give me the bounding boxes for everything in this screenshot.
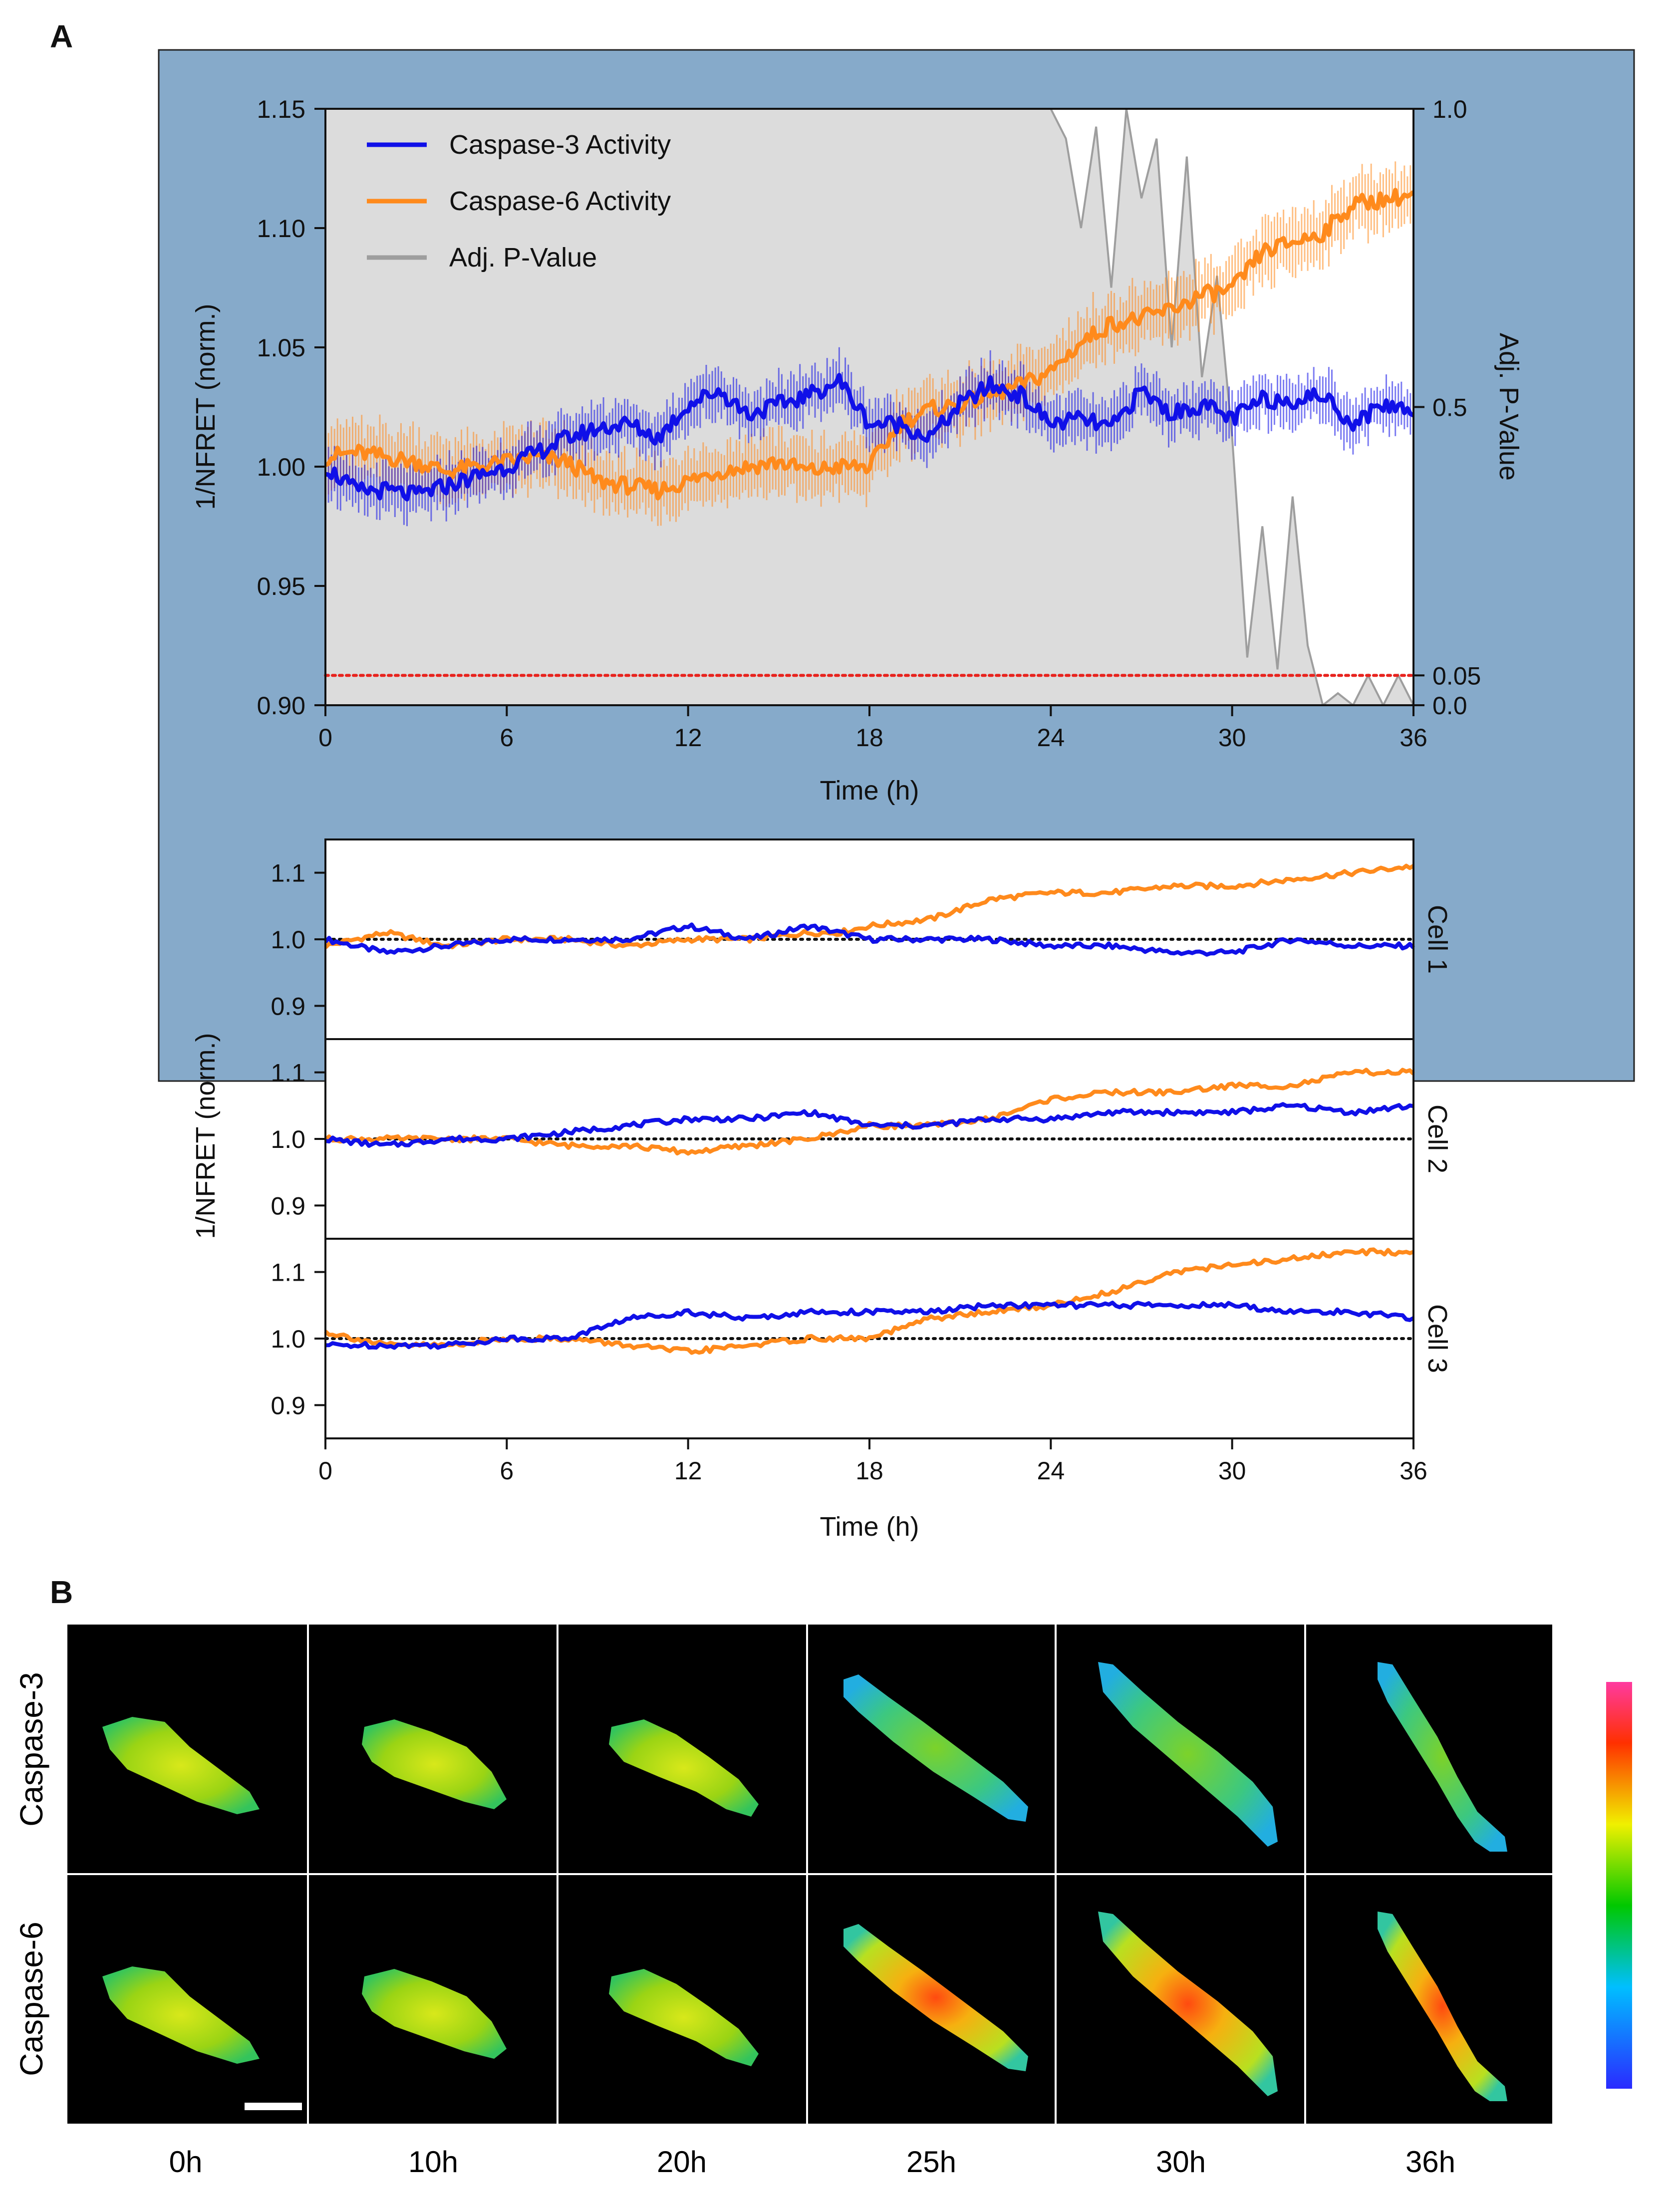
cell-image xyxy=(1098,1662,1278,1847)
main-x-axis: 0 6 12 18 24 30 36 xyxy=(318,705,1427,752)
cell-subplot: 0.9 1.0 1.1 Cell 3 xyxy=(271,1238,1452,1439)
cells-y-axis-title: 1/NFRET (norm.) xyxy=(191,1033,221,1239)
cell-image xyxy=(362,1719,507,1809)
x-tick-label: 18 xyxy=(855,1457,883,1485)
scale-bar xyxy=(245,2103,302,2110)
x-tick-label: 12 xyxy=(674,724,702,752)
x-tick-label: 36 xyxy=(1400,1457,1427,1485)
cell-image xyxy=(843,1674,1028,1822)
caspase3-cell-images xyxy=(102,1662,1507,1852)
y-tick-label: 0.9 xyxy=(271,1391,305,1419)
colorbar-high-label: High xyxy=(1586,1634,1654,1670)
main-y2-axis: 0.00.05 0.5 1.0 xyxy=(1413,95,1481,720)
y-tick-label: 1.05 xyxy=(257,334,305,362)
row-label-caspase3: Caspase-3 xyxy=(13,1672,49,1827)
caspase3-line xyxy=(324,922,1415,957)
cell-label: Cell 2 xyxy=(1422,1104,1452,1173)
y-tick-label: 1.1 xyxy=(271,859,305,887)
y-tick-label: 0.9 xyxy=(271,1192,305,1220)
y-tick-label: 0.9 xyxy=(271,992,305,1020)
colorbar-low-label: Low xyxy=(1589,2085,1650,2122)
time-label: 0h xyxy=(169,2145,203,2179)
legend-pvalue: Adj. P-Value xyxy=(449,243,597,273)
y-tick-label: 1.0 xyxy=(271,1325,305,1353)
cell-image xyxy=(1378,1662,1507,1852)
x-tick-label: 6 xyxy=(500,1457,514,1485)
y2-tick-label: 1.0 xyxy=(1432,95,1467,123)
cell-label: Cell 3 xyxy=(1422,1304,1452,1373)
cell-image xyxy=(362,1969,507,2059)
cells-x-axis: 0 6 12 18 24 30 36 xyxy=(318,1438,1427,1485)
caspase3-line xyxy=(325,373,1413,502)
y-tick-label: 1.0 xyxy=(271,1125,305,1153)
y-tick-label: 0.95 xyxy=(257,572,305,600)
x-tick-label: 0 xyxy=(318,1457,332,1485)
legend-caspase3: Caspase-3 Activity xyxy=(449,130,671,160)
main-y-axis: 0.90 0.95 1.00 1.05 1.10 1.15 xyxy=(257,95,325,720)
time-label: 36h xyxy=(1405,2145,1455,2179)
panel-label-a: A xyxy=(50,18,73,54)
y2-tick-label: 0.05 xyxy=(1432,662,1481,690)
cell-subplot: 0.9 1.0 1.1 Cell 1 xyxy=(271,838,1452,1040)
cells-chart: 0.9 1.0 1.1 Cell 1 0.9 1.0 1.1 Cell 2 0.9 1.0 1.1 C… xyxy=(191,838,1452,1542)
y-tick-label: 1.00 xyxy=(257,453,305,481)
legend-caspase6: Caspase-6 Activity xyxy=(449,186,671,216)
cell-image xyxy=(1098,1912,1278,2096)
caspase6-line xyxy=(325,188,1413,501)
y2-tick-label: 0.5 xyxy=(1432,394,1467,422)
cell-label: Cell 1 xyxy=(1422,905,1452,974)
main-x-axis-title: Time (h) xyxy=(820,776,919,806)
cell-image xyxy=(102,1966,260,2064)
cells-x-axis-title: Time (h) xyxy=(820,1512,919,1542)
cell-image xyxy=(843,1924,1028,2071)
time-label: 10h xyxy=(408,2145,458,2179)
y-tick-label: 1.1 xyxy=(271,1059,305,1087)
x-tick-label: 6 xyxy=(500,724,514,752)
x-tick-label: 30 xyxy=(1218,1457,1246,1485)
x-tick-label: 0 xyxy=(318,724,332,752)
caspase3-line xyxy=(325,1301,1414,1350)
y-tick-label: 1.15 xyxy=(257,95,305,123)
x-tick-label: 24 xyxy=(1037,1457,1065,1485)
caspase6-line xyxy=(324,863,1415,950)
cell-subplot: 0.9 1.0 1.1 Cell 2 xyxy=(271,1038,1452,1240)
cell-image xyxy=(609,1719,759,1817)
y2-tick-label: 0.0 xyxy=(1432,692,1467,720)
main-y2-axis-title: Adj. P-Value xyxy=(1494,333,1524,481)
y-tick-label: 0.90 xyxy=(257,692,305,720)
row-label-caspase6: Caspase-6 xyxy=(13,1922,49,2076)
y-tick-label: 1.0 xyxy=(271,926,305,954)
time-label: 20h xyxy=(657,2145,707,2179)
main-y-axis-title: 1/NFRET (norm.) xyxy=(191,303,221,510)
time-label: 30h xyxy=(1156,2145,1206,2179)
x-tick-label: 18 xyxy=(855,724,883,752)
legend: Caspase-3 Activity Caspase-6 Activity Ad… xyxy=(367,130,671,273)
x-tick-label: 12 xyxy=(674,1457,702,1485)
cell-image xyxy=(609,1969,759,2066)
main-chart: 0 6 12 18 24 30 36 0.90 0.95 1.00 1.05 1.10 1.15 0.… xyxy=(191,95,1524,806)
panel-label-b: B xyxy=(50,1574,73,1610)
y-tick-label: 1.1 xyxy=(271,1259,305,1287)
x-tick-label: 36 xyxy=(1400,724,1427,752)
cell-image xyxy=(102,1717,260,1814)
x-tick-label: 24 xyxy=(1037,724,1065,752)
pvalue-line xyxy=(325,109,1413,705)
caspase6-cell-images xyxy=(102,1912,1507,2101)
x-tick-label: 30 xyxy=(1218,724,1246,752)
time-label: 25h xyxy=(906,2145,956,2179)
cell-image xyxy=(1378,1912,1507,2101)
colorbar xyxy=(1606,1682,1632,2089)
y-tick-label: 1.10 xyxy=(257,215,305,243)
caspase3-line xyxy=(325,1102,1414,1148)
microscopy-panel: High Low xyxy=(67,1625,1654,2124)
